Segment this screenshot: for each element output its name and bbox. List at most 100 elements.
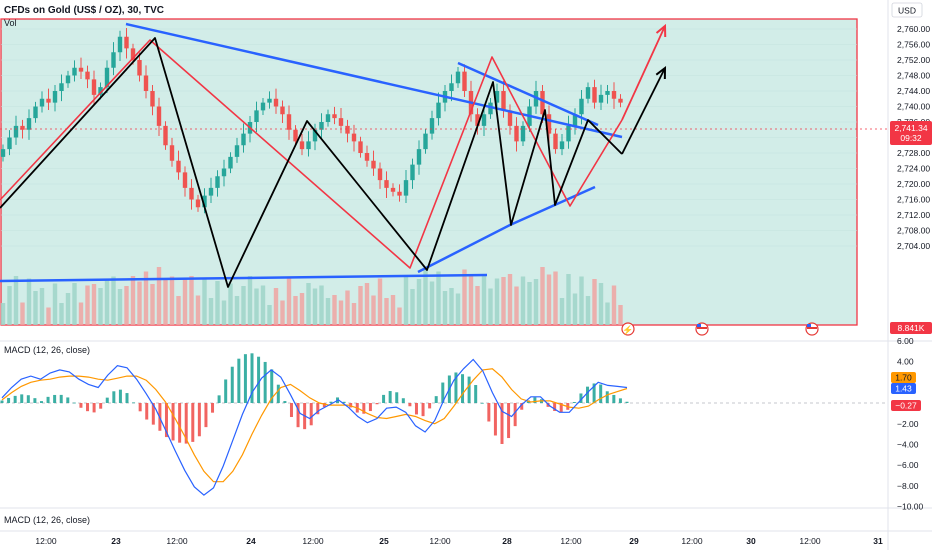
- macd-histogram-bar: [454, 372, 458, 403]
- candle-body: [202, 195, 207, 208]
- volume-bar: [169, 276, 175, 325]
- last-price-tag[interactable]: [890, 121, 932, 145]
- candle-body: [0, 149, 6, 157]
- candle-body: [436, 102, 441, 119]
- volume-bar: [468, 275, 474, 325]
- macd-scale[interactable]: 6.004.002.000.00−2.00−4.00−6.00−8.00−10.…: [891, 336, 924, 512]
- volume-bar: [423, 269, 428, 325]
- macd-histogram-bar: [441, 382, 445, 403]
- time-tick-label: 12:00: [799, 536, 821, 546]
- candle-body: [241, 133, 246, 146]
- black-projection-line[interactable]: [621, 67, 666, 155]
- candle-body: [182, 172, 188, 188]
- candle-body: [481, 114, 487, 126]
- candle-body: [20, 125, 25, 130]
- candle-body: [592, 87, 597, 103]
- volume-bar: [124, 286, 129, 325]
- macd-histogram-bar: [592, 383, 596, 403]
- candle-body: [189, 187, 194, 200]
- candle-body: [475, 114, 480, 126]
- candle-body: [195, 199, 201, 208]
- highlight-zone: [0, 18, 858, 326]
- support-trendline[interactable]: [0, 273, 488, 283]
- candle-body: [65, 75, 71, 84]
- candle-body: [416, 149, 422, 165]
- macd-histogram-bar: [368, 403, 372, 412]
- time-tick-label: 24: [246, 536, 256, 546]
- descending-trendline[interactable]: [125, 22, 623, 139]
- macd-histogram-bar: [46, 396, 50, 403]
- volume-bar: [416, 279, 422, 325]
- price-tick-label: 2,704.00: [897, 241, 930, 251]
- macd-histogram-bar: [72, 402, 76, 404]
- red-projection-line[interactable]: [621, 25, 666, 121]
- macd-histogram-bar: [39, 401, 43, 403]
- macd-histogram-bar: [296, 403, 300, 428]
- macd-histogram-bar: [211, 403, 215, 413]
- price-pane[interactable]: ⚡ CFDs on Gold (US$ / OZ), 30, TVC Vol: [0, 5, 888, 336]
- event-markers[interactable]: ⚡: [621, 322, 819, 336]
- currency-badge[interactable]: [891, 2, 923, 18]
- histogram-value-tag: [891, 400, 921, 411]
- us-flag-stripe: [697, 327, 707, 329]
- candle-body: [33, 106, 38, 119]
- red-wave-pattern[interactable]: [0, 39, 623, 269]
- candles: [0, 28, 623, 214]
- price-tick-label: 2,712.00: [897, 210, 930, 220]
- volume-bar: [397, 307, 402, 325]
- volume-bar: [189, 276, 194, 325]
- macd-pane-2[interactable]: MACD (12, 26, close): [4, 515, 90, 525]
- volume-bar: [566, 274, 571, 325]
- black-arrowhead[interactable]: [655, 65, 667, 80]
- volume-bar: [221, 300, 227, 325]
- volume-bar: [306, 283, 311, 325]
- dividend-event-icon[interactable]: [621, 322, 635, 336]
- candle-body: [273, 98, 279, 107]
- candle-body: [254, 110, 259, 122]
- volume-bar: [494, 278, 500, 325]
- macd-histogram-bar: [408, 403, 412, 407]
- volume-bar: [13, 276, 19, 325]
- time-tick-label: 12:00: [681, 536, 703, 546]
- macd-pane[interactable]: MACD (12, 26, close): [0, 345, 888, 496]
- volume-bars: [0, 267, 623, 325]
- volume-bar: [351, 303, 357, 325]
- macd-tick-label: −6.00: [897, 460, 919, 470]
- volume-bar: [65, 293, 71, 325]
- candle-body: [228, 156, 233, 169]
- candle-body: [566, 125, 571, 142]
- macd-histogram-bar: [0, 400, 4, 403]
- red-arrowhead[interactable]: [655, 23, 667, 38]
- volume-bar: [598, 283, 604, 325]
- volume-value: 8.841K: [898, 323, 925, 333]
- volume-bar: [527, 282, 532, 325]
- volume-bar: [195, 295, 201, 325]
- volume-bar: [325, 298, 331, 325]
- macd-panel-label: MACD (12, 26, close): [4, 345, 90, 355]
- volume-bar: [234, 296, 240, 325]
- candle-body: [39, 98, 45, 107]
- time-axis[interactable]: 12:00 23 12:00 24 12:00 25 12:00 28 12:00 29 12:00…: [35, 536, 883, 546]
- macd-histogram-bar: [599, 384, 603, 403]
- volume-bar: [579, 276, 584, 325]
- time-tick-label: 23: [111, 536, 121, 546]
- trend-drawings[interactable]: [0, 22, 667, 288]
- volume-bar: [546, 274, 552, 325]
- candle-body: [494, 91, 500, 103]
- time-tick-label: 31: [873, 536, 883, 546]
- candle-body: [429, 118, 435, 134]
- volume-bar: [410, 289, 415, 325]
- volume-bar: [130, 276, 136, 325]
- volume-bar: [247, 276, 253, 325]
- price-scale[interactable]: USD 2,760.00 2,756.00 2,752.00 2,748.00 2,74…: [890, 2, 932, 334]
- upper-channel-line[interactable]: [457, 61, 599, 127]
- black-zigzag-pattern[interactable]: [0, 37, 623, 288]
- volume-bar: [358, 286, 363, 325]
- macd-histogram-bar: [20, 394, 24, 403]
- candle-body: [52, 91, 58, 103]
- candle-body: [520, 125, 526, 142]
- us-flag-canton: [697, 324, 701, 327]
- volume-bar: [208, 298, 214, 325]
- price-gridlines: [1, 28, 857, 247]
